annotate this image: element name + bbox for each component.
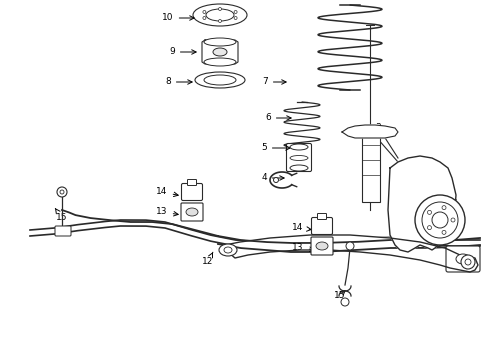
Circle shape bbox=[432, 212, 448, 228]
Text: 5: 5 bbox=[261, 144, 290, 153]
Circle shape bbox=[427, 226, 432, 230]
Ellipse shape bbox=[193, 4, 247, 26]
Text: 4: 4 bbox=[261, 174, 284, 183]
Polygon shape bbox=[342, 125, 398, 138]
Ellipse shape bbox=[290, 165, 308, 171]
FancyBboxPatch shape bbox=[181, 184, 202, 201]
Ellipse shape bbox=[316, 242, 328, 250]
Text: 13: 13 bbox=[292, 243, 314, 252]
Text: 7: 7 bbox=[262, 77, 286, 86]
Text: 9: 9 bbox=[169, 48, 196, 57]
Circle shape bbox=[442, 206, 446, 210]
Circle shape bbox=[57, 187, 67, 197]
Text: 15: 15 bbox=[334, 291, 346, 300]
Text: 3: 3 bbox=[359, 123, 381, 135]
Polygon shape bbox=[388, 156, 456, 252]
Circle shape bbox=[341, 298, 349, 306]
Ellipse shape bbox=[204, 58, 236, 66]
FancyBboxPatch shape bbox=[312, 217, 333, 234]
FancyBboxPatch shape bbox=[181, 203, 203, 221]
Circle shape bbox=[451, 218, 455, 222]
Ellipse shape bbox=[213, 48, 227, 56]
FancyBboxPatch shape bbox=[318, 213, 326, 220]
Ellipse shape bbox=[456, 254, 470, 264]
FancyBboxPatch shape bbox=[446, 246, 480, 272]
Circle shape bbox=[427, 210, 432, 214]
FancyBboxPatch shape bbox=[55, 226, 71, 236]
Ellipse shape bbox=[195, 72, 245, 88]
Ellipse shape bbox=[224, 247, 232, 253]
FancyBboxPatch shape bbox=[188, 180, 196, 185]
Circle shape bbox=[465, 259, 471, 265]
Circle shape bbox=[60, 190, 64, 194]
Text: 14: 14 bbox=[156, 188, 178, 197]
Circle shape bbox=[219, 19, 221, 22]
Polygon shape bbox=[202, 40, 238, 64]
Circle shape bbox=[346, 242, 354, 250]
Circle shape bbox=[415, 195, 465, 245]
Text: 2: 2 bbox=[418, 158, 431, 170]
Ellipse shape bbox=[186, 208, 198, 216]
Text: 14: 14 bbox=[293, 224, 311, 233]
Polygon shape bbox=[225, 235, 478, 272]
Text: 1: 1 bbox=[445, 194, 458, 209]
Text: 13: 13 bbox=[156, 207, 178, 216]
Ellipse shape bbox=[204, 75, 236, 85]
Text: 12: 12 bbox=[202, 252, 214, 266]
Text: 11: 11 bbox=[449, 261, 461, 270]
Ellipse shape bbox=[204, 38, 236, 46]
Ellipse shape bbox=[290, 156, 308, 161]
Text: 15: 15 bbox=[55, 208, 68, 222]
Ellipse shape bbox=[219, 244, 237, 256]
Circle shape bbox=[461, 255, 475, 269]
Text: 6: 6 bbox=[265, 113, 291, 122]
Bar bbox=[362, 130, 380, 202]
FancyBboxPatch shape bbox=[287, 144, 312, 171]
Circle shape bbox=[234, 17, 237, 19]
Circle shape bbox=[273, 177, 278, 183]
FancyBboxPatch shape bbox=[311, 237, 333, 255]
Text: 8: 8 bbox=[165, 77, 192, 86]
Ellipse shape bbox=[206, 9, 234, 21]
Circle shape bbox=[442, 230, 446, 234]
Circle shape bbox=[234, 10, 237, 13]
Circle shape bbox=[422, 202, 458, 238]
Circle shape bbox=[203, 17, 206, 19]
Ellipse shape bbox=[290, 144, 308, 150]
Circle shape bbox=[219, 8, 221, 10]
Text: 10: 10 bbox=[162, 13, 194, 22]
Circle shape bbox=[203, 10, 206, 13]
